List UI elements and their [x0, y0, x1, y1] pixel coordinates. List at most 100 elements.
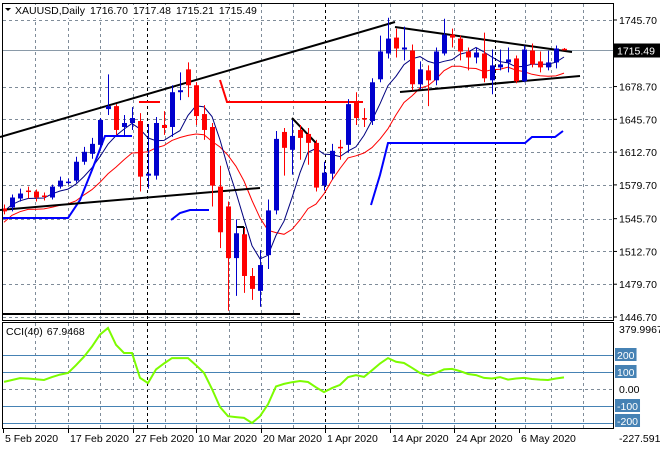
candle	[66, 178, 71, 185]
candle-body	[282, 131, 287, 148]
candle-body	[522, 49, 527, 82]
candle-body	[378, 51, 383, 80]
candle-body	[234, 233, 239, 259]
candle	[146, 123, 151, 189]
price-label: 1479.70	[619, 279, 657, 291]
candle-body	[114, 106, 119, 130]
price-label: 1512.70	[619, 246, 657, 258]
candle	[186, 62, 191, 98]
candle	[26, 186, 31, 199]
candle-body	[386, 38, 391, 54]
candle-body	[498, 64, 503, 68]
candle	[162, 111, 167, 135]
candle-body	[322, 172, 327, 186]
price-label: 1579.70	[619, 180, 657, 192]
time-label: 5 Feb 2020	[5, 433, 58, 445]
candle-body	[426, 70, 431, 81]
cci-level-badge	[615, 348, 637, 361]
candle	[234, 219, 239, 296]
candle	[178, 72, 183, 101]
candle-body	[450, 34, 455, 38]
candle	[346, 99, 351, 153]
candle	[514, 55, 519, 84]
candle	[282, 127, 287, 176]
candle-body	[402, 47, 407, 50]
candle	[258, 250, 263, 307]
price-label: 1612.70	[619, 147, 657, 159]
candle-body	[346, 104, 351, 145]
price-label: 1446.70	[619, 312, 657, 324]
candle-body	[74, 161, 79, 181]
time-axis: 5 Feb 2020 17 Feb 2020 27 Feb 2020 10 Mar 2…	[3, 428, 576, 445]
candle-body	[66, 181, 71, 184]
candle	[2, 204, 7, 215]
candle	[306, 127, 311, 165]
candle	[474, 47, 479, 64]
candle	[530, 43, 535, 68]
candle-body	[538, 61, 543, 68]
candle	[274, 130, 279, 215]
cci-level-badge	[615, 365, 637, 378]
candle	[266, 199, 271, 270]
candle	[202, 105, 207, 140]
candle	[338, 139, 343, 160]
candle-body	[458, 38, 463, 52]
price-label: 1545.70	[619, 214, 657, 226]
candle-body	[330, 150, 335, 174]
candle	[394, 28, 399, 58]
candle-body	[82, 151, 87, 162]
time-label: 20 Mar 2020	[263, 433, 322, 445]
candle	[506, 47, 511, 73]
candle-body	[170, 92, 175, 127]
candle-body	[90, 143, 95, 154]
candle	[330, 143, 335, 180]
candle-body	[546, 62, 551, 68]
open-price: 1716.70	[90, 5, 128, 17]
candle	[314, 139, 319, 192]
candle-body	[258, 265, 263, 291]
cci-level-badge	[615, 414, 641, 427]
trendline	[0, 21, 396, 138]
time-label: 1 Apr 2020	[327, 433, 378, 445]
candle-body	[138, 121, 143, 177]
close-price: 1715.49	[219, 5, 257, 17]
price-label: 1745.70	[619, 15, 657, 27]
candle	[74, 156, 79, 183]
price-label: 1678.70	[619, 82, 657, 94]
cci-panel	[3, 326, 613, 425]
stop-line	[170, 209, 209, 221]
resistance-line	[219, 79, 363, 103]
price-axis: 1745.70 1678.70 1645.70 1612.70 1579.70 1545.…	[613, 15, 660, 445]
candle-body	[354, 102, 359, 119]
triangle-down-icon[interactable]	[5, 8, 11, 11]
candle	[90, 137, 95, 159]
candle-body	[50, 186, 55, 198]
candle	[138, 113, 143, 192]
candle-body	[370, 82, 375, 122]
trendline	[394, 26, 573, 53]
candle	[378, 35, 383, 83]
candle	[386, 17, 391, 59]
candle-body	[202, 114, 207, 130]
candle-body	[562, 48, 567, 51]
candle-body	[314, 142, 319, 188]
candle-body	[290, 135, 295, 150]
price-label: 1645.70	[619, 114, 657, 126]
candle-body	[514, 58, 519, 82]
candle	[34, 189, 39, 202]
candle-body	[418, 69, 423, 85]
candle	[402, 26, 407, 61]
candle-body	[338, 146, 343, 149]
candle-body	[362, 118, 367, 120]
candle	[562, 48, 567, 51]
cci-label: CCI(40)	[6, 326, 43, 338]
time-label: 17 Feb 2020	[70, 433, 129, 445]
low-price: 1715.21	[176, 5, 214, 17]
candle-body	[34, 191, 39, 198]
cci-panel-border	[2, 322, 614, 429]
candle	[130, 107, 135, 130]
current-price-badge	[614, 43, 660, 58]
candle-body	[210, 126, 215, 186]
candle-body	[10, 197, 15, 208]
